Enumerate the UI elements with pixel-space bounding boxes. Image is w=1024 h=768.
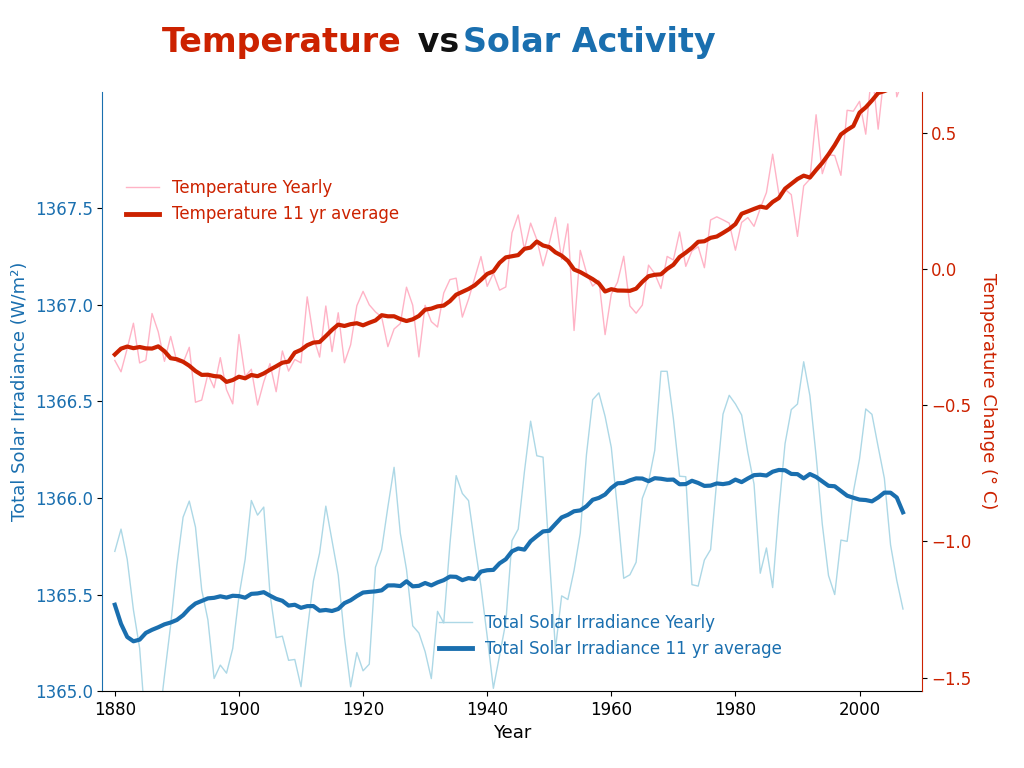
X-axis label: Year: Year: [493, 724, 531, 743]
Legend: Total Solar Irradiance Yearly, Total Solar Irradiance 11 yr average: Total Solar Irradiance Yearly, Total Sol…: [432, 607, 788, 665]
Y-axis label: Temperature Change (° C): Temperature Change (° C): [979, 273, 996, 510]
Text: vs: vs: [406, 26, 470, 59]
Text: Temperature: Temperature: [162, 26, 401, 59]
Y-axis label: Total Solar Irradiance (W/m²): Total Solar Irradiance (W/m²): [11, 262, 29, 521]
Text: Solar Activity: Solar Activity: [463, 26, 716, 59]
